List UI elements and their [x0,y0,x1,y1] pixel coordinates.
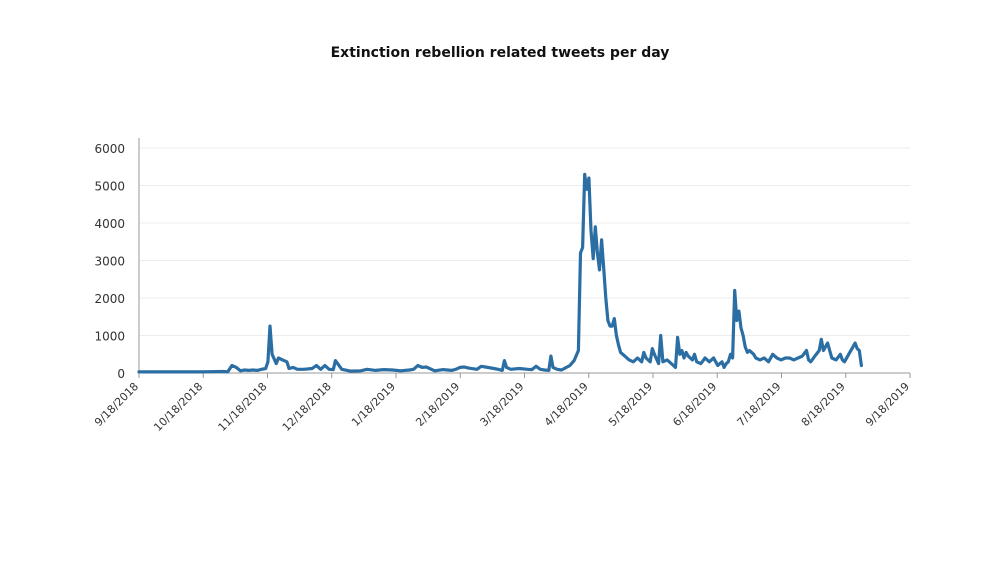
x-tick-label: 9/18/2018 [92,380,141,429]
y-tick-label: 1000 [94,330,125,344]
x-tick-label: 12/18/2018 [280,380,334,434]
x-tick-label: 6/18/2019 [670,380,719,429]
series-line [137,172,863,374]
y-tick-label: 6000 [94,142,125,156]
series-layer [137,172,863,374]
y-tick-label: 5000 [94,180,125,194]
x-tick-label: 10/18/2018 [151,380,205,434]
x-tick-label: 3/18/2019 [478,380,527,429]
y-tick-label: 3000 [94,255,125,269]
x-tick-label: 2/18/2019 [413,380,462,429]
x-tick-label: 5/18/2019 [606,380,655,429]
x-axis-ticks: 9/18/2018 10/18/2018 11/18/2018 12/18/2018 1… [92,380,912,434]
x-tick-label: 11/18/2018 [216,380,270,434]
y-tick-label: 4000 [94,217,125,231]
y-tick-label: 2000 [94,292,125,306]
x-tick-label: 7/18/2019 [735,380,784,429]
x-tick-label: 4/18/2019 [542,380,591,429]
y-axis-ticks: 0 1000 2000 3000 4000 5000 6000 [94,142,125,381]
x-tick-label: 8/18/2019 [799,380,848,429]
y-tick-label: 0 [117,367,125,381]
chart-title: Extinction rebellion related tweets per … [330,45,670,61]
axes [138,138,911,378]
gridlines [139,147,910,336]
x-tick-label: 9/18/2019 [863,380,912,429]
x-tick-label: 1/18/2019 [349,380,398,429]
